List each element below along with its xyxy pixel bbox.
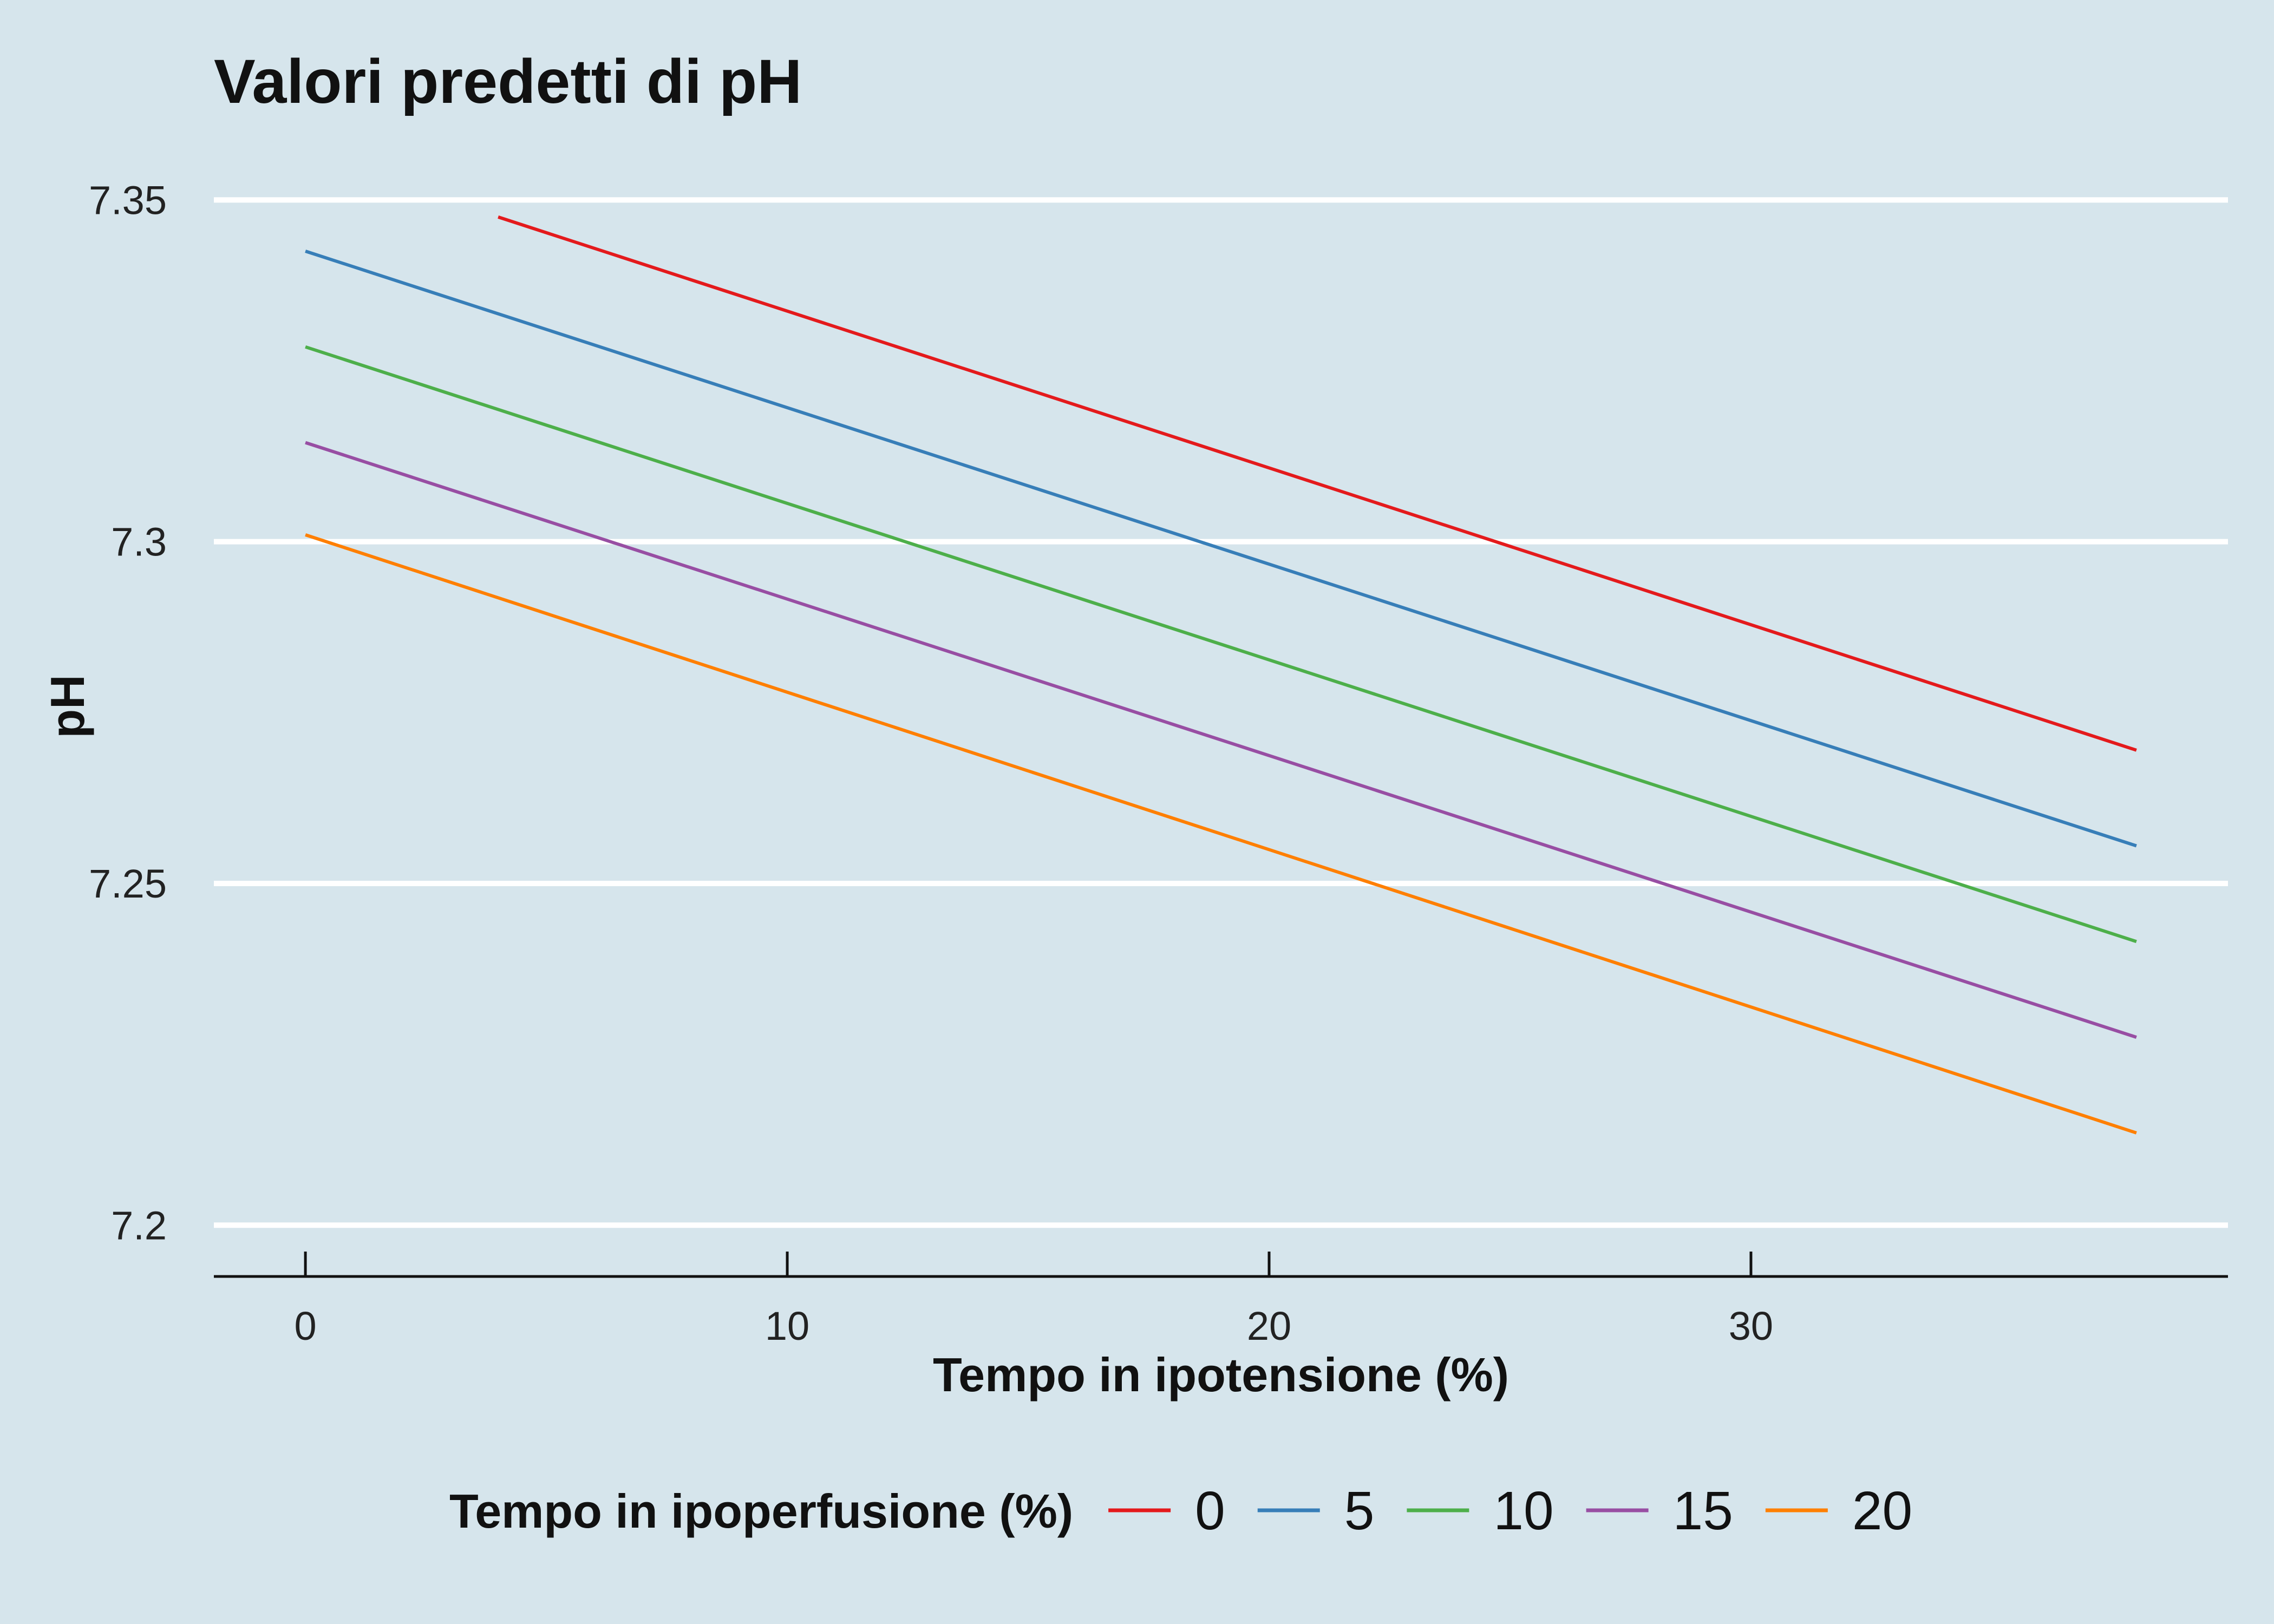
grid [214,197,2228,1228]
legend: Tempo in ipoperfusione (%) 0 5 10 15 20 [449,1481,1912,1541]
legend-label-0: 0 [1195,1481,1225,1541]
legend-label-15: 15 [1673,1481,1733,1541]
x-tick-label: 0 [295,1304,317,1348]
series-line-0 [498,215,2137,752]
x-tick-label: 30 [1729,1304,1773,1348]
y-tick-label: 7.3 [111,520,167,565]
series-line-5 [305,250,2137,848]
y-tick-label: 7.25 [89,861,167,906]
legend-label-5: 5 [1344,1481,1375,1541]
y-axis-ticks: 7.2 7.25 7.3 7.35 [89,178,167,1248]
legend-label-10: 10 [1493,1481,1553,1541]
y-axis-label: pH [41,675,94,738]
series-line-20 [305,533,2137,1135]
x-axis-ticks: 0 10 20 30 [295,1252,1773,1348]
x-tick-label: 20 [1247,1304,1291,1348]
legend-label-20: 20 [1852,1481,1912,1541]
x-axis-label: Tempo in ipotensione (%) [933,1348,1509,1402]
legend-title: Tempo in ipoperfusione (%) [449,1484,1073,1538]
series-line-15 [305,441,2137,1039]
chart-title: Valori predetti di pH [214,47,802,116]
y-tick-label: 7.2 [111,1203,167,1248]
x-tick-label: 10 [765,1304,809,1348]
series-lines [305,215,2137,1135]
series-line-10 [305,345,2137,944]
y-tick-label: 7.35 [89,178,167,222]
